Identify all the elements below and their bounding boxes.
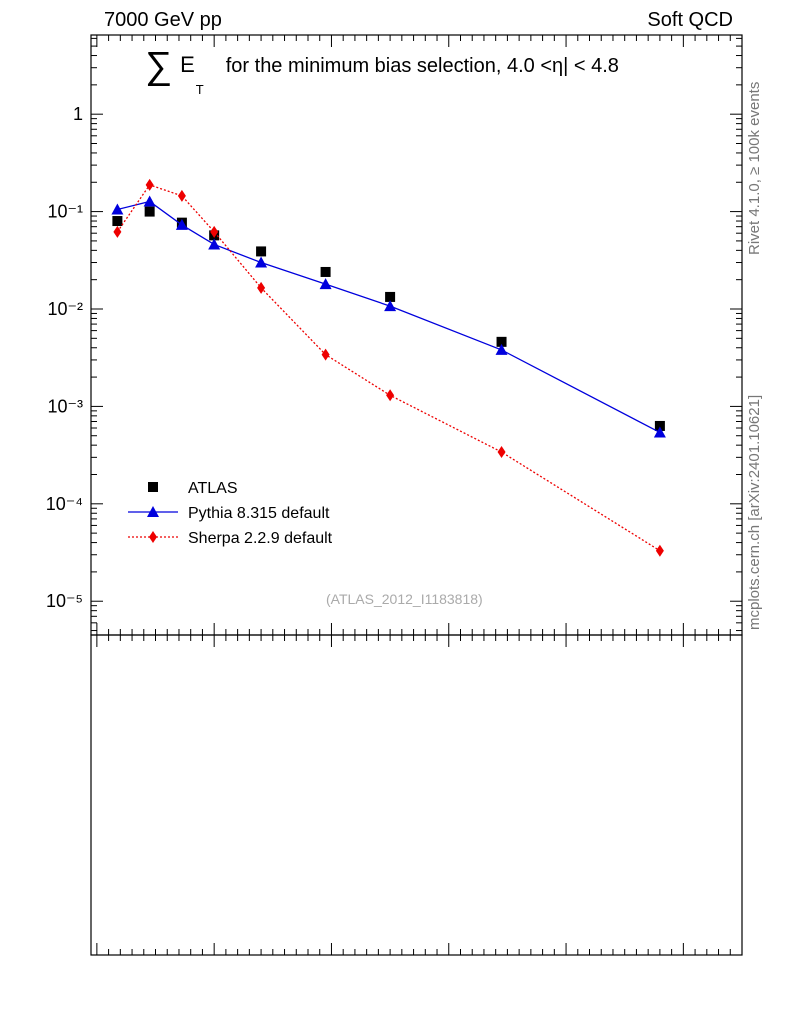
category-label: Soft QCD <box>647 9 733 31</box>
data-point <box>208 238 221 250</box>
data-point <box>497 446 506 459</box>
analysis-watermark: (ATLAS_2012_I1183818) <box>326 591 483 607</box>
legend-entry: Sherpa 2.2.9 default <box>128 530 333 547</box>
y-tick-label: 10⁻² <box>47 299 83 319</box>
data-point <box>256 246 267 257</box>
data-point <box>385 291 396 302</box>
legend: ATLAS Pythia 8.315 default Sherpa 2.2.9 de… <box>128 480 333 547</box>
y-tick-label: 10⁻⁴ <box>46 494 83 514</box>
data-point <box>319 278 332 290</box>
data-point <box>496 336 507 347</box>
data-point <box>112 216 123 227</box>
legend-label: Pythia 8.315 default <box>188 505 330 522</box>
data-point <box>320 266 331 277</box>
series-layer <box>111 178 666 557</box>
y-tick-label: 10⁻¹ <box>47 202 83 222</box>
ratio-plot-frame <box>90 634 743 956</box>
data-point <box>143 195 156 207</box>
y-tick-label: 1 <box>73 104 83 124</box>
mcplots-reference-label: mcplots.cern.ch [arXiv:2401.10621] <box>746 394 763 630</box>
data-point <box>144 206 155 217</box>
legend-label: Sherpa 2.2.9 default <box>188 530 333 547</box>
y-tick-label: 10⁻³ <box>47 396 83 416</box>
legend-marker <box>149 531 157 543</box>
data-point <box>145 178 154 191</box>
legend-entry: ATLAS <box>148 480 238 497</box>
legend-label: ATLAS <box>188 480 238 497</box>
axis-ticks <box>91 35 742 955</box>
data-point <box>495 343 508 355</box>
sigma-symbol: ∑ <box>145 45 173 87</box>
data-point <box>177 189 186 202</box>
plot-title: ∑ ETfor the minimum bias selection, 4.0 <… <box>145 45 619 97</box>
data-point <box>654 420 665 431</box>
rivet-version-label: Rivet 4.1.0, ≥ 100k events <box>746 81 763 255</box>
series-diamond <box>113 178 664 557</box>
title-t-subscript: T <box>195 81 204 97</box>
data-point <box>255 256 268 268</box>
title-e: E <box>180 51 195 77</box>
data-point <box>210 225 219 238</box>
y-tick-label: 10⁻⁵ <box>46 591 83 611</box>
data-point <box>111 203 124 215</box>
data-point <box>655 544 664 557</box>
data-point <box>113 225 122 238</box>
data-point <box>257 281 266 294</box>
y-axis-tick-labels: 1 10⁻¹ 10⁻² 10⁻³ 10⁻⁴ 10⁻⁵ <box>46 104 83 611</box>
series-triangle <box>111 195 666 438</box>
data-point <box>384 300 397 312</box>
data-point <box>653 426 666 438</box>
legend-marker <box>148 482 158 492</box>
process-label: 7000 GeV pp <box>104 9 222 31</box>
legend-marker <box>147 506 159 517</box>
title-text: for the minimum bias selection, 4.0 <η| … <box>225 54 619 77</box>
data-point <box>175 218 188 230</box>
data-point <box>386 389 395 402</box>
legend-entry: Pythia 8.315 default <box>128 505 330 522</box>
data-point <box>321 348 330 361</box>
